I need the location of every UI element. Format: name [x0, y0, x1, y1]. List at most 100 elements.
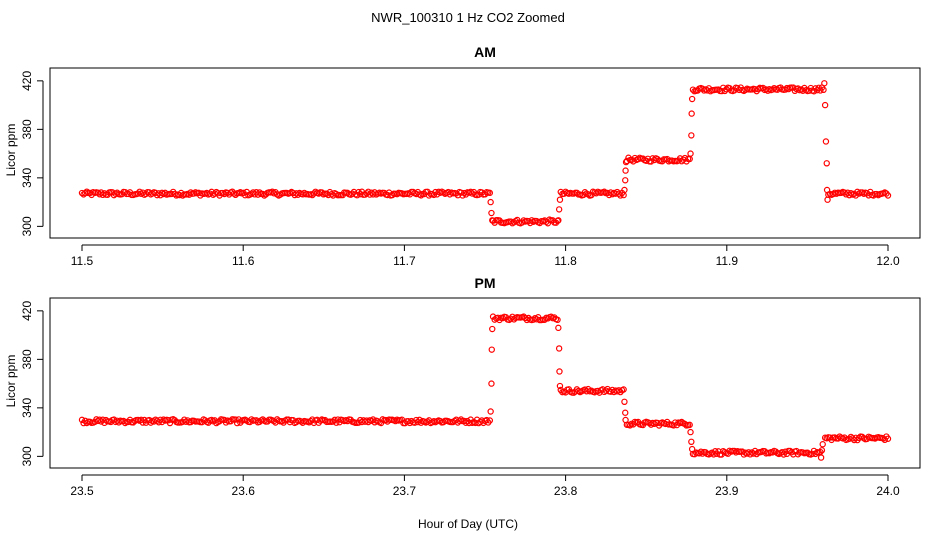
transition-point: [821, 101, 829, 109]
transition-point: [823, 186, 831, 194]
panel-am-x-tick-label: 12.0: [876, 254, 900, 268]
transition-point: [555, 206, 563, 213]
panel-am-series: [78, 80, 892, 227]
data-point: [457, 416, 465, 423]
panel-pm-y-tick-label: 420: [20, 301, 34, 321]
transition-point: [622, 177, 629, 184]
transition-point: [622, 167, 629, 174]
panel-am-step-cluster: [489, 216, 561, 227]
data-point: [353, 191, 361, 199]
panel-pm-x-tick-label: 24.0: [876, 484, 900, 498]
transition-point: [487, 198, 494, 206]
data-point: [686, 421, 693, 429]
data-point: [486, 417, 494, 424]
panel-am-step-cluster: [557, 188, 627, 199]
panel-pm-step-cluster: [557, 385, 627, 396]
transition-point: [556, 368, 563, 375]
data-point: [626, 422, 634, 429]
panel-am-y-tick-label: 380: [20, 119, 34, 139]
data-point: [147, 419, 154, 426]
transition-point: [622, 409, 629, 416]
data-point: [232, 416, 239, 423]
data-point: [333, 419, 340, 426]
panel-pm-x-tick-label: 23.8: [554, 484, 578, 498]
panel-pm-x-tick-label: 23.6: [232, 484, 256, 498]
panel-am-y-tick-label: 300: [20, 216, 34, 236]
data-point: [83, 188, 91, 195]
transition-point: [489, 325, 496, 333]
transition-point: [489, 217, 496, 224]
data-point: [365, 418, 372, 426]
transition-point: [488, 380, 495, 387]
data-point: [710, 451, 717, 458]
transition-point: [822, 138, 830, 145]
data-point: [536, 219, 544, 227]
data-point: [584, 191, 592, 198]
transition-point: [818, 447, 826, 454]
transition-point: [688, 132, 695, 139]
panel-am-x-tick-label: 11.5: [71, 254, 94, 268]
transition-point: [556, 382, 564, 390]
panel-pm-title: PM: [475, 275, 496, 291]
panel-am-x-tick-label: 11.9: [716, 254, 739, 268]
panel-pm-series: [78, 313, 892, 461]
data-point: [232, 191, 239, 199]
transition-point: [819, 441, 826, 448]
data-point: [166, 419, 174, 427]
transition-point: [622, 158, 630, 166]
panel-pm-y-tick-label: 340: [20, 398, 34, 418]
data-point: [233, 419, 241, 427]
panel-pm-frame: [49, 297, 921, 469]
transition-point: [622, 416, 629, 424]
panel-pm-step-cluster: [78, 416, 494, 427]
panel-am-title: AM: [474, 44, 496, 60]
panel-am-y-tick-label: 340: [20, 168, 34, 188]
data-point: [573, 189, 581, 196]
data-point: [547, 313, 555, 320]
data-point: [852, 192, 859, 199]
figure-title: NWR_100310 1 Hz CO2 Zoomed: [371, 10, 565, 25]
data-point: [884, 192, 892, 199]
panel-pm-x-tick-label: 23.9: [715, 484, 739, 498]
transition-point: [621, 398, 628, 405]
transition-point: [688, 95, 696, 103]
panel-pm-x-tick-label: 23.5: [70, 484, 94, 498]
transition-point: [621, 186, 628, 194]
panel-pm-axes: 23.5 23.6 23.7 23.8 23.9 24.0 300 340 380 420: [20, 301, 900, 498]
panel-pm-y-tick-label: 380: [20, 349, 34, 369]
panel-am: AM Licor ppm 11.5 11.6 11.7 11.8 11.9 12.0 300…: [4, 44, 921, 268]
transition-point: [488, 346, 495, 353]
data-point: [620, 386, 627, 393]
panel-pm-x-tick-label: 23.7: [393, 484, 417, 498]
panel-pm-step-cluster: [489, 313, 561, 324]
panel-pm-step-cluster: [623, 418, 693, 429]
panel-am-axes: 11.5 11.6 11.7 11.8 11.9 12.0 300 340 380 420: [20, 71, 900, 268]
panel-am-step-cluster: [78, 188, 494, 199]
data-point: [208, 416, 215, 424]
transition-point: [687, 150, 694, 157]
data-point: [269, 188, 276, 195]
data-point: [884, 435, 892, 442]
transition-point: [555, 217, 562, 224]
data-point: [530, 316, 537, 323]
transition-point: [688, 110, 695, 117]
panel-am-step-cluster: [825, 188, 892, 199]
data-point: [841, 189, 848, 196]
transition-point: [824, 196, 831, 203]
data-point: [467, 188, 474, 196]
data-point: [417, 192, 425, 199]
transition-point: [688, 438, 695, 446]
data-point: [486, 189, 494, 197]
data-point: [96, 416, 103, 423]
transition-point: [688, 445, 696, 453]
panel-pm-step-cluster: [821, 433, 892, 444]
transition-point: [817, 454, 825, 461]
panel-am-y-tick-label: 420: [20, 71, 34, 91]
panel-pm: PM Licor ppm 23.5 23.6 23.7 23.8 23.9 24.0 300…: [4, 275, 921, 498]
transition-point: [821, 80, 828, 87]
data-point: [462, 419, 470, 426]
transition-point: [487, 408, 494, 415]
transition-point: [556, 196, 564, 203]
data-point: [881, 436, 888, 444]
transition-point: [823, 160, 830, 167]
